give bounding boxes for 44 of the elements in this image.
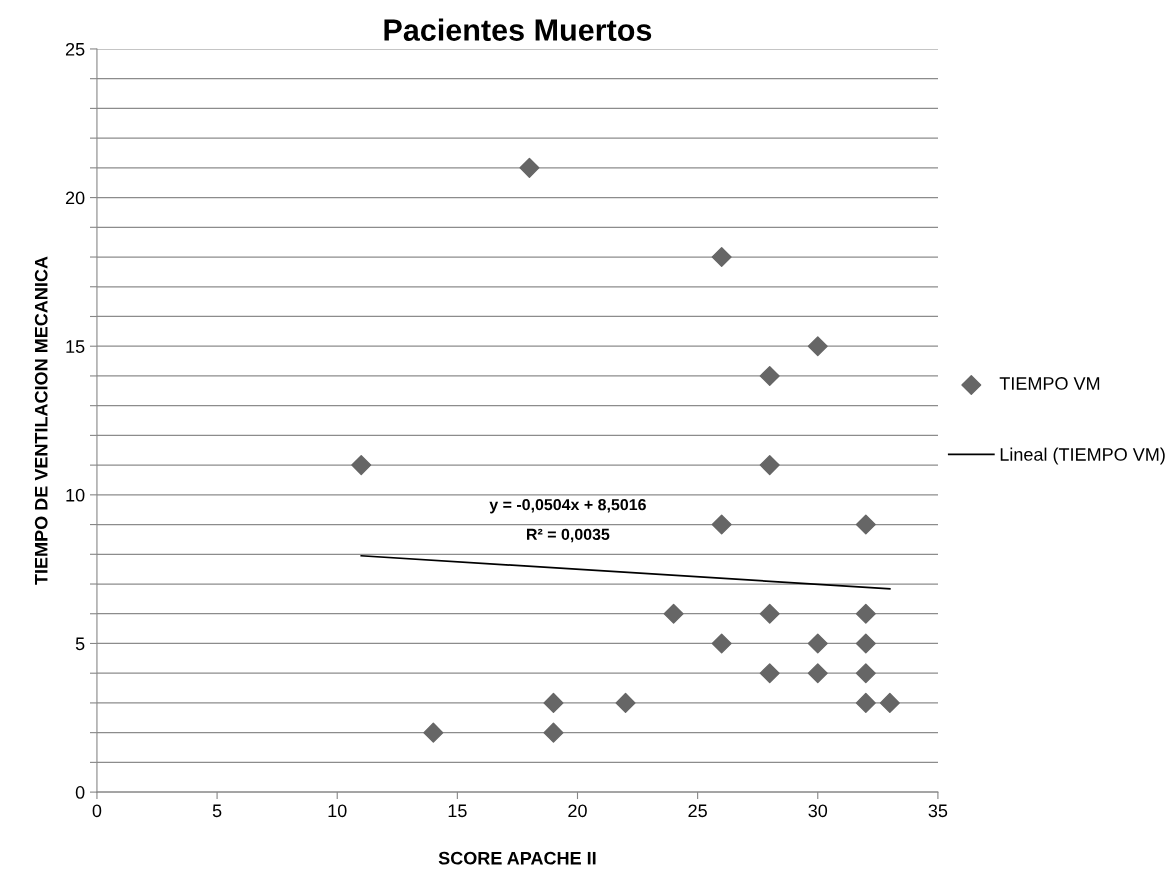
point (855, 633, 876, 654)
point (351, 455, 372, 476)
y-tick-label: 5 (75, 637, 85, 651)
point (615, 692, 636, 713)
x-tick-label: 5 (212, 804, 222, 818)
point (807, 633, 828, 654)
x-tick-label: 30 (808, 804, 828, 818)
point (711, 247, 732, 268)
point (759, 663, 780, 684)
point (543, 722, 564, 743)
x-tick-label: 35 (928, 804, 948, 818)
y-tick-label: 0 (75, 786, 85, 799)
legend-label: TIEMPO VM (999, 377, 1100, 390)
point (663, 603, 684, 624)
x-tick-label: 15 (448, 804, 467, 818)
annotation: R² = 0,0035 (527, 528, 610, 543)
x-axis-title: SCORE APACHE II (438, 851, 596, 865)
point (423, 722, 444, 743)
y-tick-label: 10 (66, 488, 85, 502)
x-tick-label: 25 (688, 804, 707, 818)
point (711, 633, 732, 654)
point (879, 692, 900, 713)
y-axis-title: TIEMPO DE VENTILACION MECANICA (34, 256, 48, 585)
chart-title: Pacientes Muertos (384, 18, 652, 41)
y-tick-label: 25 (65, 42, 85, 56)
x-tick-label: 0 (92, 804, 102, 818)
x-tick-label: 10 (328, 804, 347, 818)
point (855, 692, 876, 713)
point (807, 336, 828, 357)
point (759, 603, 780, 624)
point (855, 663, 876, 684)
point (807, 663, 828, 684)
x-tick-label: 20 (568, 804, 587, 818)
point (543, 692, 564, 713)
y-tick-label: 15 (66, 340, 85, 353)
y-tick-label: 20 (65, 191, 85, 205)
annotation: y = -0,0504x + 8,5016 (489, 498, 646, 514)
point (855, 603, 876, 624)
point (711, 514, 732, 535)
point (855, 514, 876, 535)
point (759, 455, 780, 476)
point (759, 365, 780, 386)
legend-label: Lineal (TIEMPO VM) (1000, 447, 1165, 465)
point (519, 157, 540, 178)
